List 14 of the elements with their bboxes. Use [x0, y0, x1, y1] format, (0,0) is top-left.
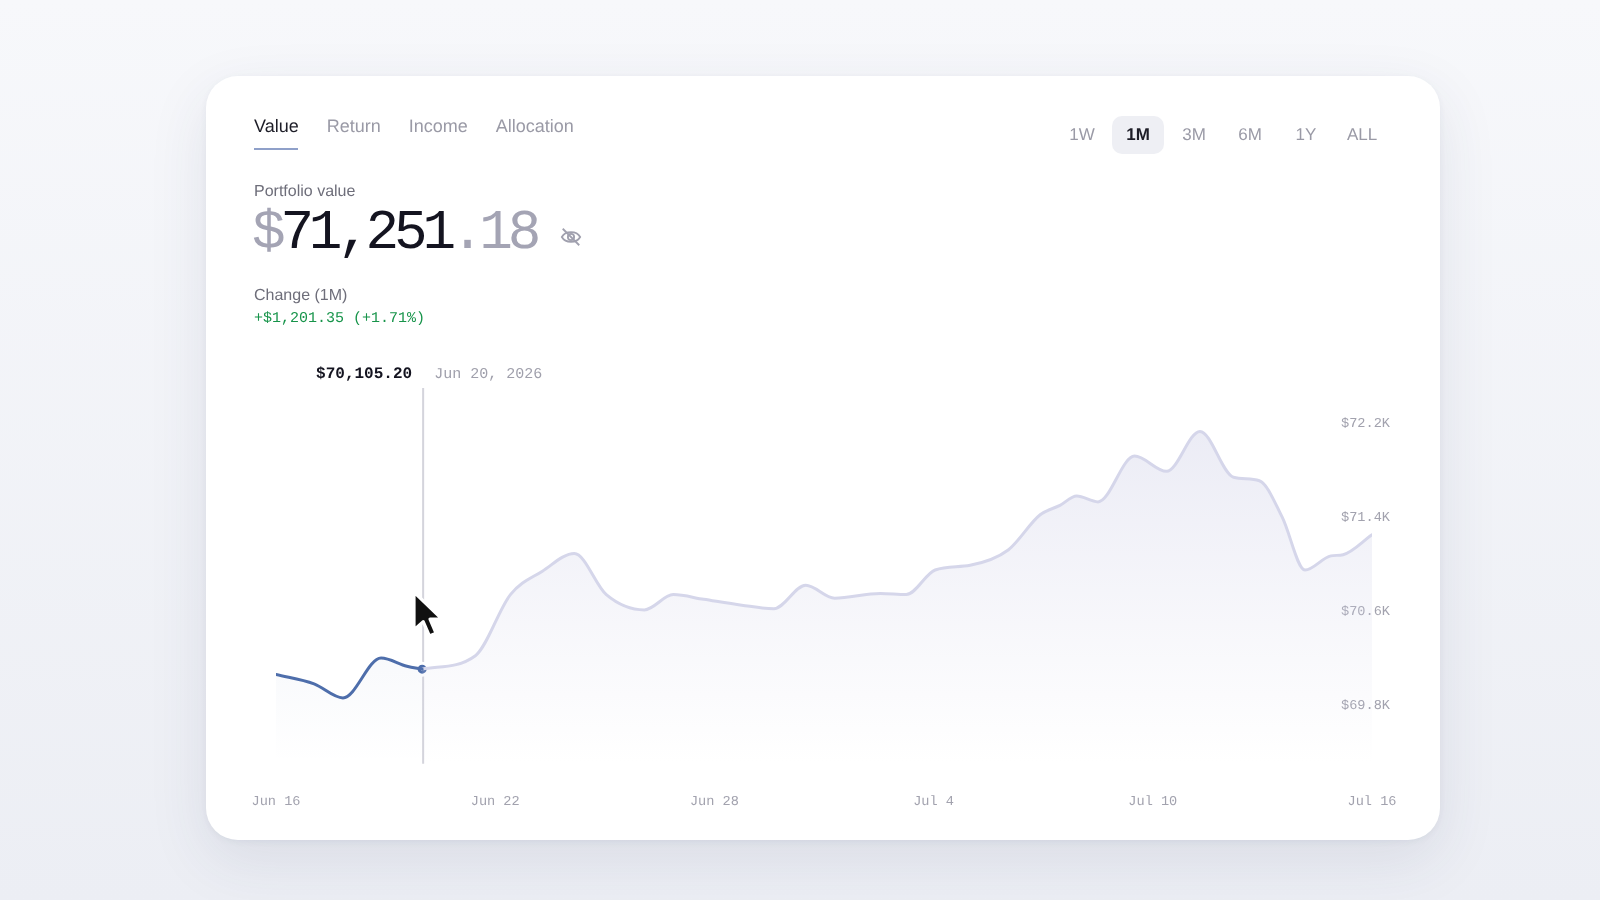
text: 3M [1180, 122, 1208, 148]
text: 1Y [1293, 122, 1319, 148]
text: Change (1M) [254, 286, 348, 304]
text: Value [254, 116, 299, 150]
text: Return [326, 116, 381, 140]
text: 1M [1112, 116, 1164, 154]
text: Allocation [495, 116, 574, 140]
chart-subtitle: $71,251.18 [252, 204, 537, 266]
text: 6M [1236, 122, 1264, 148]
text: Income [408, 116, 468, 140]
text: ALL [1344, 122, 1380, 148]
text: 1W [1067, 122, 1097, 148]
chart-title: Portfolio value [254, 182, 356, 200]
text: $70,105.20 [316, 366, 413, 385]
